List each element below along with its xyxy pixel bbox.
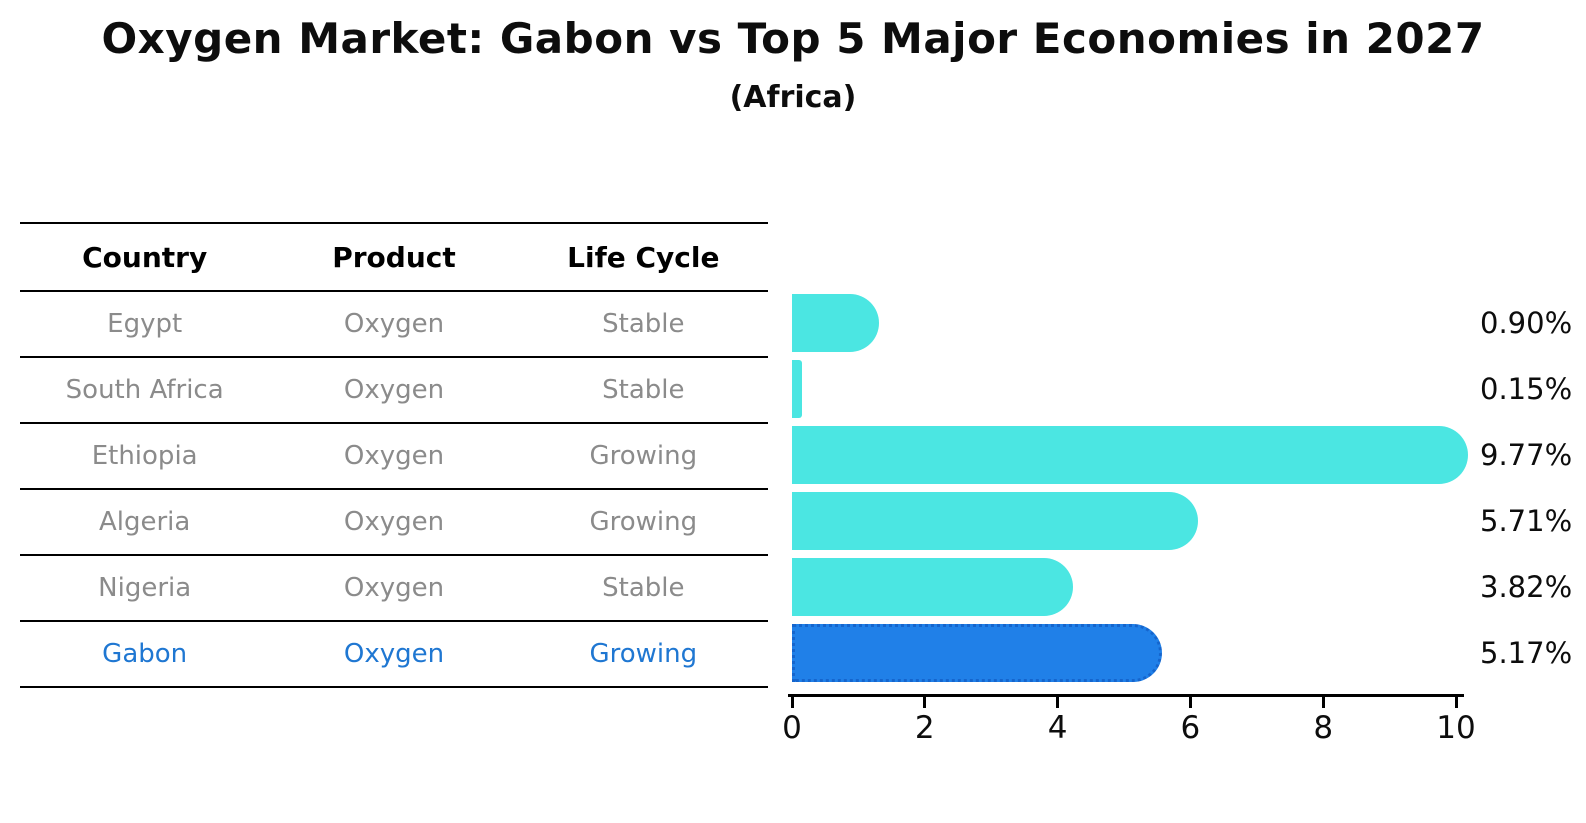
- x-tick-label-8: 8: [1313, 710, 1334, 746]
- x-tick-label-6: 6: [1180, 710, 1201, 746]
- column-header-country: Country: [82, 240, 208, 274]
- table-body: Egypt Oxygen Stable South Africa Oxygen Stabl…: [20, 292, 768, 688]
- cell-life-cycle: Stable: [602, 309, 685, 339]
- cell-country: Egypt: [107, 309, 183, 339]
- bar-value-label-egypt: 0.90%: [1480, 306, 1573, 340]
- bar-nigeria: [792, 558, 1073, 616]
- column-header-product: Product: [332, 240, 456, 274]
- x-tick-label-4: 4: [1047, 710, 1068, 746]
- x-tick-label-0: 0: [782, 710, 802, 746]
- table-row-algeria: Algeria Oxygen Growing: [20, 490, 768, 556]
- x-tick-mark-0: [790, 697, 794, 708]
- cell-country: Ethiopia: [91, 441, 198, 471]
- bar-value-label-nigeria: 3.82%: [1480, 570, 1573, 604]
- cell-life-cycle: Stable: [602, 375, 685, 405]
- cell-country: Nigeria: [98, 573, 192, 603]
- x-tick-mark-2: [923, 697, 927, 708]
- x-tick-mark-8: [1321, 697, 1325, 708]
- table-row-nigeria: Nigeria Oxygen Stable: [20, 556, 768, 622]
- column-header-life-cycle: Life Cycle: [567, 240, 720, 274]
- cell-country: South Africa: [65, 375, 224, 405]
- table-row-south-africa: South Africa Oxygen Stable: [20, 358, 768, 424]
- x-tick-label-2: 2: [914, 710, 935, 746]
- x-axis-line: [788, 694, 1464, 697]
- bar-value-label-gabon: 5.17%: [1480, 636, 1573, 670]
- cell-product: Oxygen: [343, 441, 445, 471]
- cell-life-cycle: Growing: [589, 441, 698, 471]
- cell-product: Oxygen: [343, 639, 445, 669]
- table-row-ethiopia: Ethiopia Oxygen Growing: [20, 424, 768, 490]
- cell-product: Oxygen: [343, 573, 445, 603]
- cell-life-cycle: Growing: [589, 507, 698, 537]
- bar-algeria: [792, 492, 1199, 550]
- x-tick-mark-6: [1188, 697, 1192, 708]
- x-tick-mark-10: [1454, 697, 1458, 708]
- x-tick-label-10: 10: [1436, 710, 1476, 746]
- bar-ethiopia: [792, 426, 1468, 484]
- bar-value-label-algeria: 5.71%: [1480, 504, 1573, 538]
- cell-country: Gabon: [102, 639, 188, 669]
- cell-product: Oxygen: [343, 507, 445, 537]
- cell-life-cycle: Growing: [589, 639, 698, 669]
- bar-value-label-south-africa: 0.15%: [1480, 372, 1573, 406]
- table-row-gabon: Gabon Oxygen Growing: [20, 622, 768, 688]
- x-tick-mark-4: [1056, 697, 1060, 708]
- cell-product: Oxygen: [343, 309, 445, 339]
- cell-product: Oxygen: [343, 375, 445, 405]
- table-row-egypt: Egypt Oxygen Stable: [20, 292, 768, 358]
- bar-egypt: [792, 294, 879, 352]
- cell-life-cycle: Stable: [602, 573, 685, 603]
- bar-value-label-ethiopia: 9.77%: [1480, 438, 1573, 472]
- country-table: Country Product Life Cycle Egypt Oxygen St…: [20, 222, 768, 688]
- bar-south-africa: [792, 360, 802, 418]
- bar-highlight-gabon: [792, 624, 1163, 682]
- chart-title: Oxygen Market: Gabon vs Top 5 Major Econ…: [101, 14, 1485, 63]
- cell-country: Algeria: [98, 507, 191, 537]
- table-header-row: Country Product Life Cycle: [20, 224, 768, 292]
- chart-subtitle: (Africa): [729, 80, 857, 115]
